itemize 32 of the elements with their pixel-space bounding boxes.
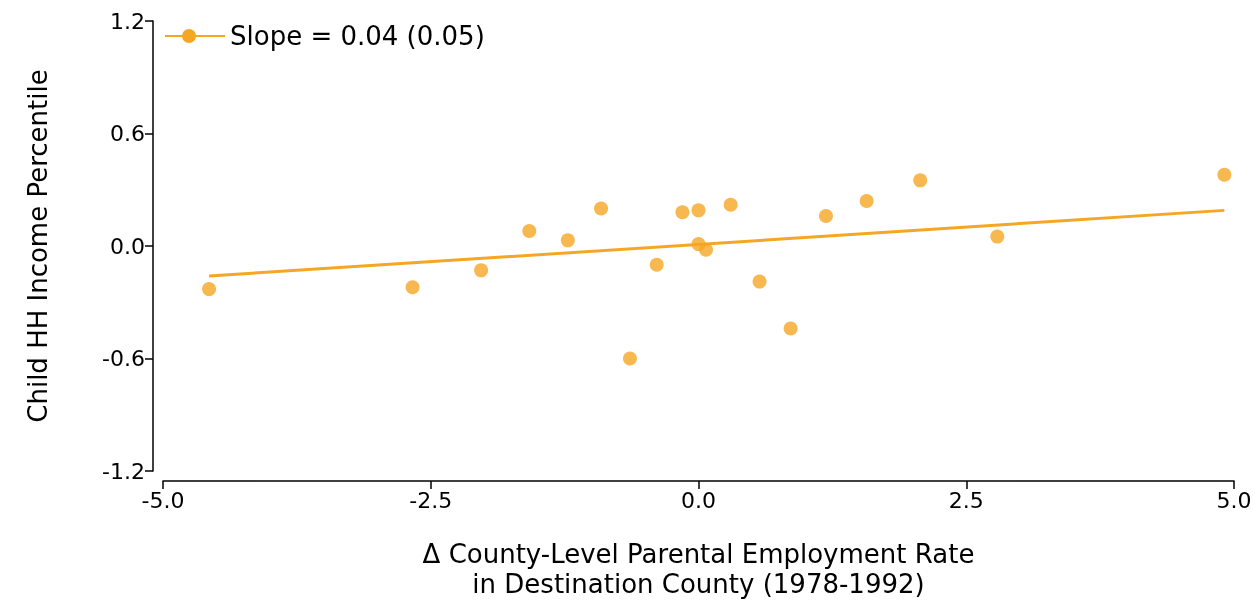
point	[752, 274, 767, 289]
y-tick-label: 0.0	[110, 233, 145, 259]
point	[1217, 167, 1232, 182]
point	[202, 282, 217, 297]
point	[675, 205, 690, 220]
y-tick-label: -1.2	[102, 458, 145, 484]
point	[859, 194, 874, 208]
x-tick-label: 2.5	[948, 487, 984, 513]
point	[560, 233, 575, 248]
point	[990, 229, 1005, 244]
point	[723, 197, 738, 212]
y-tick-label: 1.2	[110, 8, 145, 34]
point	[699, 242, 713, 257]
point	[405, 280, 420, 295]
y-tick-label: -0.6	[102, 346, 145, 371]
y-axis-title: Child HH Income Percentile	[23, 69, 53, 423]
point	[818, 209, 833, 223]
point	[783, 321, 798, 336]
x-axis-title: Δ County-Level Parental Employment Rate in Destination County (1978-1992)	[422, 539, 975, 599]
x-tick-label: 0.0	[681, 487, 716, 513]
point	[622, 351, 637, 366]
y-tick-label: 0.6	[110, 121, 145, 146]
x-tick-label: 5.0	[1216, 487, 1252, 513]
point	[649, 257, 664, 272]
legend-label: Slope = 0.04 (0.05)	[230, 21, 485, 51]
x-tick-label: -2.5	[409, 487, 453, 513]
x-tick-label: -5.0	[141, 487, 185, 513]
point	[474, 263, 489, 278]
point	[594, 201, 609, 216]
point	[913, 173, 928, 188]
point	[691, 203, 706, 218]
point	[522, 224, 537, 238]
